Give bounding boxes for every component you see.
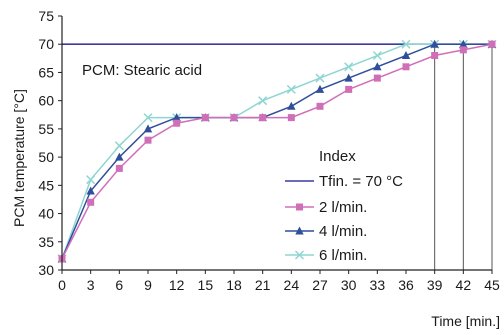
data-point xyxy=(430,39,439,48)
data-point xyxy=(287,114,295,122)
data-point xyxy=(172,113,181,122)
data-point xyxy=(315,84,325,93)
x-tick-label: 12 xyxy=(169,277,185,293)
y-tick-label: 65 xyxy=(38,64,54,80)
x-tick-label: 27 xyxy=(312,277,328,293)
marker-stroke xyxy=(258,96,268,106)
x-tick-label: 33 xyxy=(370,277,386,293)
x-tick-label: 3 xyxy=(87,277,95,293)
data-point xyxy=(258,96,268,106)
data-point xyxy=(143,124,153,133)
x-tick-label: 45 xyxy=(484,277,500,293)
data-point xyxy=(345,85,353,93)
legend-series-entries: 2 l/min. 4 l/min. 6 l/min. xyxy=(285,199,367,264)
marker-stroke xyxy=(294,250,305,260)
legend-label: 4 l/min. xyxy=(319,223,367,240)
data-point xyxy=(173,119,181,127)
y-tick-label: 60 xyxy=(38,93,54,109)
marker-stroke xyxy=(114,141,124,151)
x-tick-label: 9 xyxy=(144,277,152,293)
data-point xyxy=(259,114,267,122)
series-layer xyxy=(57,39,497,264)
legend-title: Index xyxy=(319,148,356,165)
data-point xyxy=(287,101,296,110)
data-point xyxy=(201,114,209,122)
x-tick-label: 30 xyxy=(341,277,357,293)
data-point xyxy=(143,113,153,123)
series-line xyxy=(61,43,492,260)
data-point xyxy=(431,52,439,60)
data-point xyxy=(86,186,95,195)
data-point xyxy=(87,198,95,206)
data-point xyxy=(286,84,296,94)
marker-stroke xyxy=(143,113,153,123)
legend-label: 6 l/min. xyxy=(319,247,367,264)
series-line xyxy=(61,43,492,259)
marker-stroke xyxy=(315,73,325,83)
x-tick-label: 21 xyxy=(255,277,271,293)
marker-stroke xyxy=(286,84,296,94)
y-tick-label: 40 xyxy=(38,206,54,222)
drop-lines xyxy=(434,44,493,270)
x-tick-label: 24 xyxy=(284,277,300,293)
marker-stroke xyxy=(401,39,411,49)
legend: Index Tfin. = 70 °C 2 l/min. 4 l/min. 6 l/… xyxy=(285,148,403,264)
y-tick-label: 30 xyxy=(38,262,54,278)
x-tick-label: 36 xyxy=(398,277,414,293)
y-tick-label: 35 xyxy=(38,234,54,250)
legend-swatch-marker xyxy=(295,226,304,235)
data-point xyxy=(344,73,353,82)
data-point xyxy=(373,62,382,71)
x-tick-label: 15 xyxy=(198,277,214,293)
x-tick-label: 39 xyxy=(427,277,443,293)
data-point xyxy=(401,39,411,49)
legend-swatch-marker xyxy=(294,250,305,260)
x-tick-label: 0 xyxy=(58,277,66,293)
data-point xyxy=(316,102,324,110)
data-point xyxy=(114,141,124,151)
data-point xyxy=(459,46,467,54)
marker-stroke xyxy=(372,50,382,61)
y-tick-label: 75 xyxy=(38,8,54,24)
y-axis-title: PCM temperature [°C] xyxy=(11,89,27,227)
x-tick-label: 42 xyxy=(456,277,472,293)
data-point xyxy=(401,51,411,60)
data-point xyxy=(315,73,325,83)
x-tick-label: 18 xyxy=(226,277,242,293)
y-tick-label: 50 xyxy=(38,149,54,165)
data-point xyxy=(144,136,152,144)
data-point xyxy=(344,62,354,72)
x-axis-title: Time [min.] xyxy=(431,313,500,329)
marker-stroke xyxy=(86,175,96,185)
series-line xyxy=(61,43,493,260)
legend-label: 2 l/min. xyxy=(319,199,367,216)
data-point xyxy=(459,39,468,48)
data-point xyxy=(488,40,496,48)
y-tick-label: 70 xyxy=(38,36,54,52)
annotation-label: PCM: Stearic acid xyxy=(82,62,202,79)
data-point xyxy=(115,164,123,172)
axes xyxy=(61,16,492,271)
x-tick-label: 6 xyxy=(115,277,123,293)
data-point xyxy=(402,63,410,71)
legend-swatch-marker xyxy=(296,203,303,211)
y-tick-label: 55 xyxy=(38,121,54,137)
series-2-l-min- xyxy=(58,40,496,263)
data-point xyxy=(115,152,124,161)
data-point xyxy=(373,74,381,82)
legend-label-reference: Tfin. = 70 °C xyxy=(319,173,403,190)
marker-stroke xyxy=(344,62,354,72)
data-point xyxy=(230,114,238,122)
data-point xyxy=(372,50,382,61)
y-tick-label: 45 xyxy=(38,177,54,193)
data-point xyxy=(86,175,96,185)
